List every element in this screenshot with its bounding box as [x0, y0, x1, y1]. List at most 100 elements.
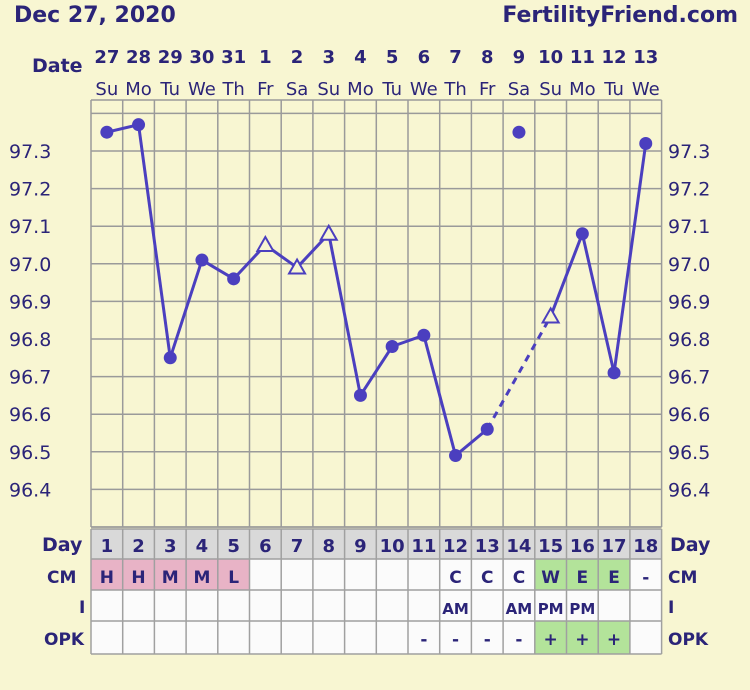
temperature-point[interactable] [132, 118, 146, 132]
cm-value: M [193, 568, 210, 588]
temperature-point[interactable] [417, 328, 431, 342]
date-label: 10 [538, 47, 563, 68]
cm-cell-fill [534, 559, 567, 590]
date-label: 4 [354, 47, 367, 68]
day-row-label-right: Day [670, 534, 711, 556]
date-label: 5 [386, 47, 399, 68]
weekday-label: Sa [286, 79, 308, 100]
date-label: 11 [570, 47, 595, 68]
weekday-label: Tu [381, 79, 402, 100]
weekday-label: We [188, 79, 216, 100]
y-tick-label-right: 96.8 [668, 329, 710, 351]
temperature-point[interactable] [575, 227, 589, 241]
opk-cell-fill [534, 621, 567, 654]
cycle-day: 12 [443, 536, 468, 557]
date-label: 12 [602, 47, 627, 68]
cm-cell-fill [154, 559, 187, 590]
date-label: 31 [221, 47, 246, 68]
y-tick-label-left: 97.3 [9, 141, 51, 163]
date-label: 8 [481, 47, 494, 68]
y-tick-label-right: 96.6 [668, 404, 710, 426]
temperature-point-triangle[interactable] [319, 223, 339, 241]
date-row-label: Date [32, 55, 83, 77]
opk-value: - [515, 630, 522, 650]
opk-value: - [420, 630, 427, 650]
cycle-day: 15 [538, 536, 563, 557]
temperature-point[interactable] [385, 340, 399, 354]
y-tick-label-left: 96.8 [9, 329, 51, 351]
cm-row-label: CM [47, 568, 76, 588]
y-tick-label-left: 97.2 [9, 179, 51, 201]
y-tick-label-left: 96.9 [9, 291, 51, 313]
y-tick-label-left: 96.6 [9, 404, 51, 426]
date-label: 29 [158, 47, 183, 68]
intercourse-value: PM [569, 600, 595, 618]
temperature-line-segment [549, 233, 584, 317]
cycle-day: 6 [259, 536, 272, 557]
cm-cell-fill [122, 559, 155, 590]
temperature-point[interactable] [353, 388, 367, 402]
temperature-point[interactable] [449, 449, 463, 463]
weekday-label: Su [539, 79, 562, 100]
weekday-label: Th [443, 79, 466, 100]
opk-value: - [452, 630, 459, 650]
y-tick-label-left: 96.4 [9, 479, 51, 501]
date-label: 13 [633, 47, 658, 68]
weekday-label: We [632, 79, 660, 100]
temperature-point-triangle[interactable] [255, 234, 276, 252]
date-label: 1 [259, 47, 272, 68]
temperature-point[interactable] [480, 422, 494, 436]
temperature-line-segment [422, 334, 458, 456]
opk-row-label-right: OPK [668, 630, 709, 650]
temperature-line-dashed-segment [485, 315, 552, 430]
cycle-day: 1 [101, 536, 114, 557]
cm-value: C [481, 568, 493, 588]
y-tick-label-right: 97.3 [668, 141, 710, 163]
cm-row-label-right: CM [668, 568, 697, 588]
temperature-line-segment [327, 233, 362, 396]
cycle-day: 7 [291, 536, 304, 557]
date-label: 9 [513, 47, 526, 68]
opk-value: + [607, 630, 621, 650]
weekday-label: Mo [125, 79, 152, 100]
cm-cell-fill [186, 559, 218, 590]
i-row-label-right: I [668, 598, 674, 618]
cm-value: C [513, 568, 525, 588]
cm-value: H [131, 568, 145, 588]
intercourse-value: AM [442, 600, 469, 618]
y-tick-label-left: 97.1 [9, 216, 51, 238]
temperature-point[interactable] [512, 125, 526, 139]
temperature-point[interactable] [227, 272, 241, 286]
temperature-point-triangle[interactable] [287, 257, 307, 275]
temperature-point[interactable] [195, 253, 209, 267]
temperature-point[interactable] [639, 136, 653, 150]
y-tick-label-right: 97.0 [668, 254, 710, 276]
i-row-label: I [79, 598, 85, 618]
opk-row-label: OPK [44, 630, 85, 650]
weekday-label: We [410, 79, 438, 100]
temperature-line-segment [359, 345, 394, 397]
date-label: 2 [291, 47, 304, 68]
y-tick-label-right: 96.7 [668, 367, 710, 389]
temperature-point-triangle[interactable] [540, 306, 561, 324]
cm-value: E [608, 568, 620, 588]
site-name: FertilityFriend.com [502, 3, 738, 28]
y-tick-label-right: 97.2 [668, 179, 710, 201]
y-tick-label-left: 96.5 [9, 442, 51, 464]
cm-cell-fill [566, 559, 599, 590]
date-label: 6 [418, 47, 431, 68]
cycle-day: 3 [164, 536, 177, 557]
weekday-label: Tu [159, 79, 180, 100]
temperature-point[interactable] [100, 125, 114, 139]
chart-date: Dec 27, 2020 [14, 3, 176, 28]
temperature-point[interactable] [607, 366, 621, 380]
opk-value: + [544, 630, 558, 650]
cm-value: E [577, 568, 589, 588]
y-tick-label-left: 96.7 [9, 367, 51, 389]
cycle-day: 5 [227, 536, 240, 557]
cm-value: L [228, 568, 239, 588]
temperature-point[interactable] [163, 351, 177, 365]
weekday-label: Tu [603, 79, 624, 100]
cm-cell-fill [217, 559, 250, 590]
date-label: 30 [189, 47, 214, 68]
